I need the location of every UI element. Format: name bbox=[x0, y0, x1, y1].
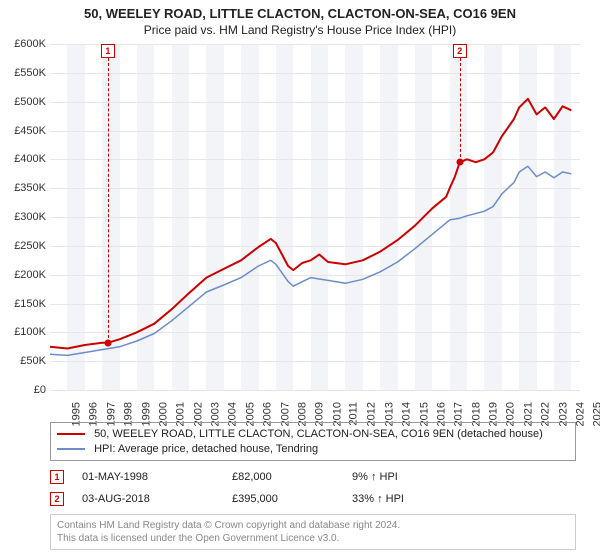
chart-container: 50, WEELEY ROAD, LITTLE CLACTON, CLACTON… bbox=[0, 0, 600, 560]
y-axis-label: £0 bbox=[1, 384, 46, 396]
y-axis-label: £100K bbox=[1, 326, 46, 338]
footer-line-2: This data is licensed under the Open Gov… bbox=[57, 532, 569, 545]
footer: Contains HM Land Registry data © Crown c… bbox=[50, 514, 576, 550]
chart-title: 50, WEELEY ROAD, LITTLE CLACTON, CLACTON… bbox=[0, 0, 600, 23]
sale-date: 01-MAY-1998 bbox=[82, 471, 232, 483]
y-axis-label: £550K bbox=[1, 67, 46, 79]
y-axis-label: £200K bbox=[1, 269, 46, 281]
y-axis-label: £350K bbox=[1, 182, 46, 194]
legend: 50, WEELEY ROAD, LITTLE CLACTON, CLACTON… bbox=[50, 422, 576, 461]
y-axis-label: £300K bbox=[1, 211, 46, 223]
x-axis-label: 2025 bbox=[592, 402, 600, 426]
y-axis-label: £450K bbox=[1, 125, 46, 137]
sale-diff: 33% ↑ HPI bbox=[352, 493, 472, 505]
table-row: 2 03-AUG-2018£395,00033% ↑ HPI bbox=[50, 488, 576, 510]
table-row: 1 01-MAY-1998£82,0009% ↑ HPI bbox=[50, 466, 576, 488]
y-axis-label: £600K bbox=[1, 38, 46, 50]
y-axis-label: £50K bbox=[1, 355, 46, 367]
chart-subtitle: Price paid vs. HM Land Registry's House … bbox=[0, 23, 600, 37]
legend-label-hpi: HPI: Average price, detached house, Tend… bbox=[94, 443, 318, 455]
marker-guide bbox=[108, 58, 109, 343]
marker-dot bbox=[456, 159, 463, 166]
x-axis-label: 2024 bbox=[574, 402, 586, 426]
y-axis-label: £250K bbox=[1, 240, 46, 252]
marker-index-box: 1 bbox=[101, 44, 115, 58]
sale-price: £395,000 bbox=[232, 493, 352, 505]
legend-item-property: 50, WEELEY ROAD, LITTLE CLACTON, CLACTON… bbox=[57, 427, 569, 442]
sale-price: £82,000 bbox=[232, 471, 352, 483]
marker-index-box: 2 bbox=[453, 44, 467, 58]
series-property bbox=[50, 99, 571, 349]
legend-item-hpi: HPI: Average price, detached house, Tend… bbox=[57, 442, 569, 457]
gridline bbox=[50, 390, 580, 391]
y-axis-label: £400K bbox=[1, 153, 46, 165]
sale-index: 2 bbox=[50, 492, 64, 506]
y-axis-label: £150K bbox=[1, 298, 46, 310]
sale-index: 1 bbox=[50, 470, 64, 484]
y-axis-label: £500K bbox=[1, 96, 46, 108]
plot-area: £0£50K£100K£150K£200K£250K£300K£350K£400… bbox=[50, 44, 580, 390]
legend-label-property: 50, WEELEY ROAD, LITTLE CLACTON, CLACTON… bbox=[94, 428, 543, 440]
chart-svg bbox=[50, 44, 580, 390]
sale-diff: 9% ↑ HPI bbox=[352, 471, 472, 483]
sales-table: 1 01-MAY-1998£82,0009% ↑ HPI 2 03-AUG-2018£… bbox=[50, 466, 576, 510]
marker-dot bbox=[104, 339, 111, 346]
legend-swatch-property bbox=[57, 433, 85, 435]
legend-swatch-hpi bbox=[57, 448, 85, 450]
sale-date: 03-AUG-2018 bbox=[82, 493, 232, 505]
footer-line-1: Contains HM Land Registry data © Crown c… bbox=[57, 519, 569, 532]
marker-guide bbox=[460, 58, 461, 162]
